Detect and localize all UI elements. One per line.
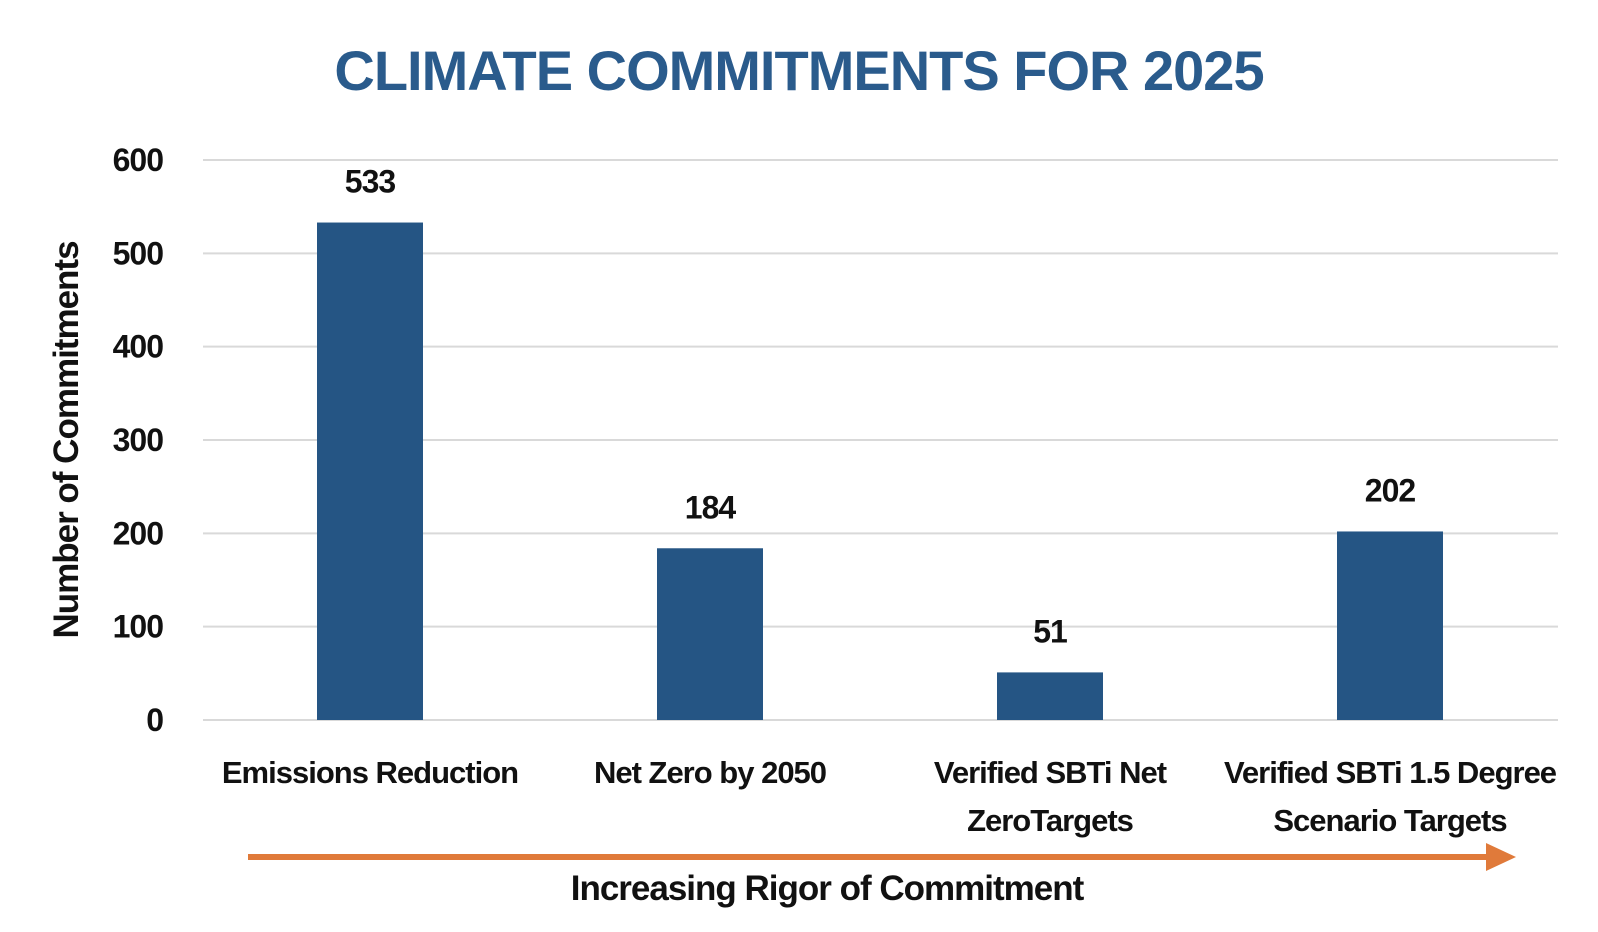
y-tick-label: 0 [146,702,163,738]
rigor-arrow [248,843,1516,871]
bars [317,222,1443,721]
bar-value-label: 533 [345,164,396,200]
data-labels: 533 184 51 202 [345,164,1417,650]
y-tick-label: 500 [113,235,164,271]
y-tick-label: 100 [113,609,164,645]
x-category-label-line: ZeroTargets [967,803,1133,838]
bar [997,672,1103,720]
rigor-arrow-head [1486,843,1516,871]
x-axis-title: Increasing Rigor of Commitment [571,869,1085,908]
y-tick-label: 600 [113,142,164,178]
chart-title: CLIMATE COMMITMENTS FOR 2025 [334,39,1263,102]
bar-value-label: 184 [685,489,737,525]
bar-value-label: 51 [1033,613,1067,649]
x-category-label-line: Net Zero by 2050 [594,755,826,790]
x-category-label: Net Zero by 2050 [594,755,826,790]
bar [1337,531,1443,720]
bar [657,548,763,720]
x-category-label-line: Verified SBTi 1.5 Degree [1224,755,1557,790]
bar-value-label: 202 [1365,472,1416,508]
x-category-label-line: Verified SBTi Net [934,755,1167,790]
gridlines [203,159,1558,721]
y-axis-ticks: 0 100 200 300 400 500 600 [113,142,165,738]
x-category-label: Verified SBTi 1.5 Degree Scenario Targets [1224,755,1557,838]
x-axis-categories: Emissions Reduction Net Zero by 2050 Verif… [222,755,1558,838]
x-category-label: Emissions Reduction [222,755,518,790]
y-axis-title: Number of Commitments [47,241,86,639]
y-tick-label: 400 [113,329,164,365]
y-tick-label: 300 [113,422,164,458]
bar [317,222,423,721]
x-category-label: Verified SBTi Net ZeroTargets [934,755,1167,838]
x-category-label-line: Emissions Reduction [222,755,518,790]
y-tick-label: 200 [113,515,164,551]
x-category-label-line: Scenario Targets [1273,803,1506,838]
